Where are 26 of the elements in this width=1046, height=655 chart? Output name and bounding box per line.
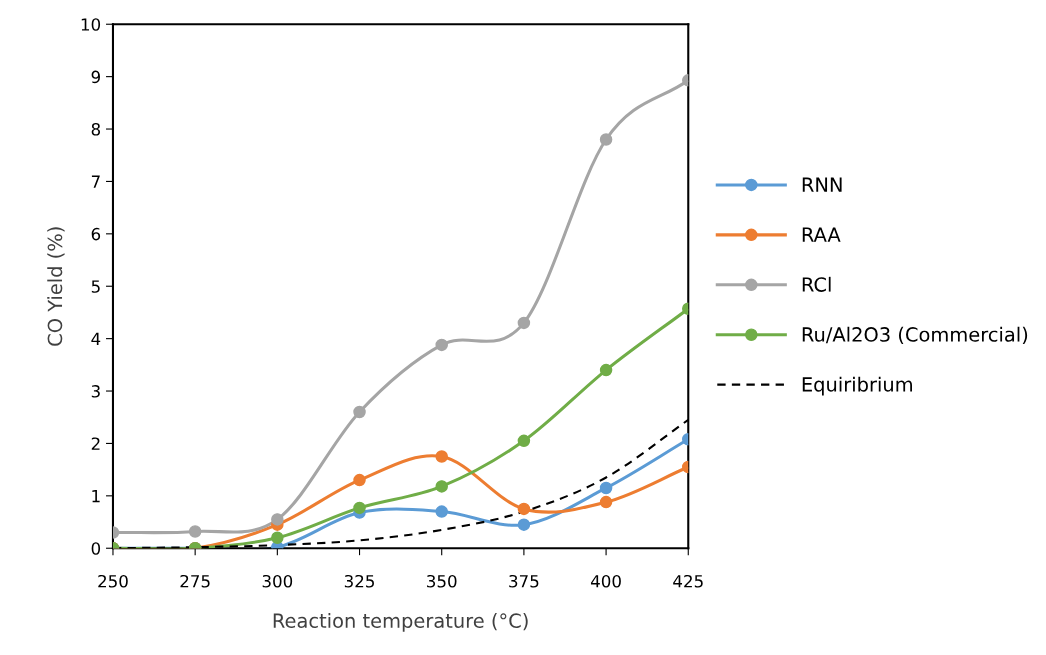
x-tick-label: 350 — [427, 574, 457, 588]
y-tick-label: 4 — [91, 332, 101, 345]
y-tick-label: 1 — [92, 490, 100, 503]
y-tick-label: 7 — [91, 175, 100, 188]
y-tick-label: 6 — [91, 227, 101, 241]
legend-label: RAA — [802, 227, 841, 242]
legend-label: RCl — [802, 276, 831, 292]
y-tick-label: 5 — [91, 280, 100, 293]
x-tick-label: 400 — [590, 574, 621, 588]
legend-label: RNN — [802, 177, 842, 192]
y-tick-label: 9 — [91, 70, 100, 84]
y-tick-label: 2 — [91, 437, 100, 450]
x-axis-title: Reaction temperature (°C) — [273, 612, 528, 632]
x-tick-label: 250 — [98, 574, 128, 588]
x-tick-label: 275 — [180, 574, 210, 588]
legend-label: Equiribrium — [802, 376, 912, 396]
y-axis-title: CO Yield (%) — [47, 227, 65, 346]
x-tick-label: 425 — [673, 574, 703, 588]
x-tick-label: 300 — [262, 574, 293, 588]
y-tick-label: 0 — [91, 542, 101, 555]
x-tick-label: 325 — [344, 574, 374, 588]
y-tick-label: 3 — [91, 385, 100, 398]
legend-label: Ru/Al2O3 (Commercial) — [802, 326, 1028, 345]
y-tick-label: 8 — [91, 123, 101, 136]
y-tick-label: 10 — [81, 18, 101, 31]
x-tick-label: 375 — [509, 574, 539, 588]
